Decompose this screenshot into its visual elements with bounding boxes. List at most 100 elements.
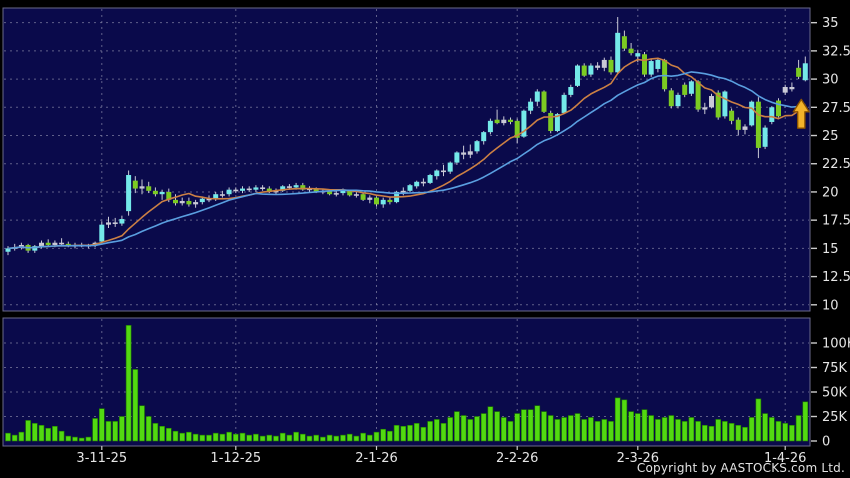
volume-bar — [762, 413, 768, 442]
volume-bar — [668, 415, 675, 442]
copyright-text: Copyright by AASTOCKS.com Ltd. — [636, 461, 845, 475]
volume-bar — [775, 421, 782, 442]
pane-border — [2, 317, 811, 447]
candle-body — [427, 175, 433, 183]
candle-body — [487, 120, 493, 133]
candle-body — [642, 54, 647, 75]
candle-body — [474, 141, 480, 152]
volume-bar — [159, 425, 165, 442]
candle-body — [762, 127, 768, 147]
volume-bar — [701, 425, 708, 442]
candle-body — [508, 119, 513, 122]
candle-body — [441, 170, 446, 173]
candle-body — [528, 101, 534, 111]
volume-bar — [387, 430, 393, 442]
volume-bar — [715, 419, 722, 442]
volume-bar — [628, 411, 634, 442]
volume-bar — [25, 420, 31, 442]
candle-body — [159, 191, 165, 195]
volume-bar — [299, 433, 306, 442]
volume-bar — [112, 421, 118, 442]
candle-body — [246, 188, 252, 191]
volume-bar — [18, 431, 25, 442]
candle-body — [253, 187, 259, 190]
candle-body — [621, 36, 627, 49]
volume-bar — [708, 425, 715, 442]
volume-bar — [353, 435, 360, 442]
candle-body — [126, 175, 132, 212]
date-tick-label: 1-12-25 — [210, 451, 261, 466]
volume-bar — [447, 417, 454, 442]
volume-bar — [782, 423, 789, 442]
candle-body — [219, 194, 225, 196]
date-axis: 3-11-25 1-12-25 2-1-26 2-2-26 2-3-26 1-4-26 — [76, 446, 806, 466]
candle-body — [588, 65, 594, 75]
candle-body — [454, 152, 460, 163]
volume-bar — [527, 409, 534, 442]
candle-body — [682, 84, 688, 95]
candle-body — [675, 94, 681, 107]
candle-body — [420, 181, 426, 184]
volume-bar — [105, 421, 112, 442]
volume-bar — [634, 413, 641, 442]
volume-bar — [199, 434, 206, 442]
candle-body — [300, 185, 306, 190]
candle-body — [447, 162, 453, 172]
volume-bar — [152, 423, 159, 442]
volume-bar — [601, 419, 608, 442]
volume-bar — [655, 419, 661, 442]
volume-bar — [266, 434, 273, 442]
candle-body — [467, 151, 473, 155]
candle-body — [240, 188, 245, 191]
volume-bar — [306, 435, 313, 442]
volume-bar — [58, 430, 65, 442]
volume-bar — [313, 434, 320, 442]
candle-body — [146, 186, 152, 191]
candle-body — [601, 59, 607, 68]
candle-body — [782, 86, 788, 93]
candle-body — [132, 180, 138, 189]
candle-body — [226, 189, 232, 195]
candle-body — [186, 200, 192, 205]
candle-body — [340, 190, 346, 194]
candle-body — [688, 81, 694, 94]
volume-bars-layer — [5, 325, 809, 442]
volume-bar — [333, 435, 340, 442]
candle-body — [742, 126, 748, 130]
volume-bar — [119, 416, 125, 442]
date-tick-label: 2-3-26 — [617, 451, 659, 466]
volume-bar — [494, 411, 500, 442]
volume-bar — [78, 437, 85, 442]
candle-body — [273, 190, 279, 193]
candle-body — [414, 181, 420, 187]
candle-body — [501, 119, 507, 124]
volume-bar — [212, 432, 219, 442]
volume-bar — [11, 434, 18, 442]
volume-bar — [125, 325, 132, 442]
candle-body — [702, 107, 708, 110]
candle-body — [434, 170, 440, 177]
volume-bar — [179, 432, 185, 442]
candle-body — [213, 194, 219, 199]
candle-body — [65, 243, 71, 247]
price-tick-label: 22.5 — [822, 157, 850, 172]
candle-body — [615, 32, 621, 73]
volume-bar — [99, 408, 105, 442]
volume-bar — [474, 416, 480, 442]
price-tick-label: 32.5 — [822, 44, 850, 59]
candle-body — [595, 65, 601, 68]
candle-body — [360, 194, 366, 200]
candle-body — [729, 110, 735, 121]
candle-body — [119, 219, 125, 224]
volume-bar — [608, 421, 614, 442]
price-tick-label: 25 — [822, 129, 839, 144]
price-tick-label: 27.5 — [822, 101, 850, 116]
volume-bar — [253, 433, 259, 442]
volume-bar — [614, 397, 621, 442]
volume-bar — [581, 419, 588, 442]
candle-body — [802, 63, 808, 81]
ma-slow-line — [7, 71, 806, 250]
volume-bar — [594, 421, 601, 442]
candle-body — [635, 53, 641, 57]
